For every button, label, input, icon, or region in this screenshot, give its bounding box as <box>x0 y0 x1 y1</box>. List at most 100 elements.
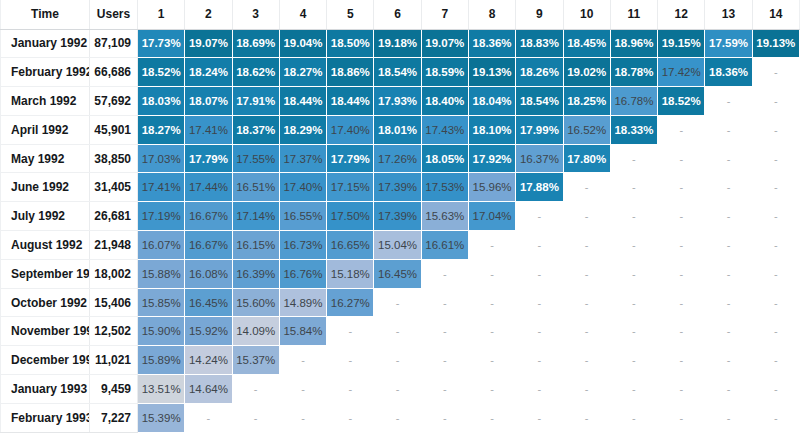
retention-cell[interactable]: 19.18% <box>374 29 421 58</box>
retention-cell[interactable]: 16.37% <box>516 144 563 173</box>
retention-cell[interactable]: 18.24% <box>185 58 232 87</box>
retention-cell[interactable]: 14.89% <box>279 288 326 317</box>
retention-cell[interactable]: 19.02% <box>563 58 610 87</box>
retention-cell[interactable]: 17.91% <box>232 87 279 116</box>
retention-cell[interactable]: 17.80% <box>563 144 610 173</box>
retention-cell[interactable]: 17.41% <box>138 173 185 202</box>
retention-cell[interactable]: 18.27% <box>279 58 326 87</box>
retention-cell[interactable]: 16.76% <box>279 259 326 288</box>
retention-cell[interactable]: 18.01% <box>374 115 421 144</box>
retention-cell[interactable]: 15.18% <box>327 259 374 288</box>
retention-cell[interactable]: 15.88% <box>138 259 185 288</box>
retention-cell[interactable]: 18.54% <box>374 58 421 87</box>
retention-cell[interactable]: 18.50% <box>327 29 374 58</box>
retention-cell[interactable]: 17.41% <box>185 115 232 144</box>
retention-cell[interactable]: 14.64% <box>185 375 232 404</box>
retention-cell[interactable]: 15.92% <box>185 317 232 346</box>
retention-cell[interactable]: 15.39% <box>138 403 185 432</box>
retention-cell[interactable]: 16.07% <box>138 231 185 260</box>
retention-cell[interactable]: 18.33% <box>610 115 657 144</box>
retention-cell[interactable]: 18.07% <box>185 87 232 116</box>
retention-cell[interactable]: 17.26% <box>374 144 421 173</box>
retention-cell[interactable]: 18.44% <box>327 87 374 116</box>
retention-cell[interactable]: 19.04% <box>279 29 326 58</box>
retention-cell[interactable]: 17.53% <box>421 173 468 202</box>
retention-cell[interactable]: 17.93% <box>374 87 421 116</box>
retention-cell[interactable]: 17.99% <box>516 115 563 144</box>
retention-cell[interactable]: 18.03% <box>138 87 185 116</box>
retention-cell[interactable]: 17.04% <box>468 202 515 231</box>
retention-cell[interactable]: 15.04% <box>374 231 421 260</box>
retention-cell[interactable]: 16.45% <box>374 259 421 288</box>
retention-cell[interactable]: 17.40% <box>327 115 374 144</box>
retention-cell[interactable]: 16.15% <box>232 231 279 260</box>
retention-cell[interactable]: 15.89% <box>138 346 185 375</box>
retention-cell[interactable]: 18.59% <box>421 58 468 87</box>
retention-cell[interactable]: 18.44% <box>279 87 326 116</box>
retention-cell[interactable]: 13.51% <box>138 375 185 404</box>
retention-cell[interactable]: 17.55% <box>232 144 279 173</box>
retention-cell[interactable]: 18.36% <box>468 29 515 58</box>
retention-cell[interactable]: 19.13% <box>752 29 799 58</box>
retention-cell[interactable]: 18.25% <box>563 87 610 116</box>
retention-cell[interactable]: 18.05% <box>421 144 468 173</box>
retention-cell[interactable]: 16.55% <box>279 202 326 231</box>
retention-cell[interactable]: 19.13% <box>468 58 515 87</box>
retention-cell[interactable]: 18.36% <box>705 58 752 87</box>
retention-cell[interactable]: 15.63% <box>421 202 468 231</box>
retention-cell[interactable]: 18.04% <box>468 87 515 116</box>
retention-cell[interactable]: 18.54% <box>516 87 563 116</box>
retention-cell[interactable]: 15.37% <box>232 346 279 375</box>
retention-cell[interactable]: 17.15% <box>327 173 374 202</box>
retention-cell[interactable]: 18.37% <box>232 115 279 144</box>
retention-cell[interactable]: 18.29% <box>279 115 326 144</box>
retention-cell[interactable]: 18.40% <box>421 87 468 116</box>
retention-cell[interactable]: 18.83% <box>516 29 563 58</box>
retention-cell[interactable]: 17.44% <box>185 173 232 202</box>
retention-cell[interactable]: 17.42% <box>658 58 705 87</box>
retention-cell[interactable]: 14.24% <box>185 346 232 375</box>
retention-cell[interactable]: 18.45% <box>563 29 610 58</box>
retention-cell[interactable]: 15.60% <box>232 288 279 317</box>
retention-cell[interactable]: 16.67% <box>185 231 232 260</box>
retention-cell[interactable]: 17.39% <box>374 173 421 202</box>
retention-cell[interactable]: 18.78% <box>610 58 657 87</box>
retention-cell[interactable]: 18.52% <box>138 58 185 87</box>
retention-cell[interactable]: 16.45% <box>185 288 232 317</box>
retention-cell[interactable]: 17.73% <box>138 29 185 58</box>
retention-cell[interactable]: 17.03% <box>138 144 185 173</box>
retention-cell[interactable]: 15.90% <box>138 317 185 346</box>
retention-cell[interactable]: 18.27% <box>138 115 185 144</box>
retention-cell[interactable]: 18.10% <box>468 115 515 144</box>
retention-cell[interactable]: 17.50% <box>327 202 374 231</box>
retention-cell[interactable]: 17.79% <box>327 144 374 173</box>
retention-cell[interactable]: 16.78% <box>610 87 657 116</box>
retention-cell[interactable]: 17.59% <box>705 29 752 58</box>
retention-cell[interactable]: 14.09% <box>232 317 279 346</box>
retention-cell[interactable]: 16.39% <box>232 259 279 288</box>
retention-cell[interactable]: 16.52% <box>563 115 610 144</box>
retention-cell[interactable]: 16.61% <box>421 231 468 260</box>
retention-cell[interactable]: 19.15% <box>658 29 705 58</box>
retention-cell[interactable]: 18.96% <box>610 29 657 58</box>
retention-cell[interactable]: 19.07% <box>185 29 232 58</box>
retention-cell[interactable]: 18.86% <box>327 58 374 87</box>
retention-cell[interactable]: 17.88% <box>516 173 563 202</box>
retention-cell[interactable]: 16.27% <box>327 288 374 317</box>
retention-cell[interactable]: 17.19% <box>138 202 185 231</box>
retention-cell[interactable]: 17.39% <box>374 202 421 231</box>
retention-cell[interactable]: 16.65% <box>327 231 374 260</box>
retention-cell[interactable]: 17.92% <box>468 144 515 173</box>
retention-cell[interactable]: 18.69% <box>232 29 279 58</box>
retention-cell[interactable]: 16.73% <box>279 231 326 260</box>
retention-cell[interactable]: 16.51% <box>232 173 279 202</box>
retention-cell[interactable]: 16.08% <box>185 259 232 288</box>
retention-cell[interactable]: 19.07% <box>421 29 468 58</box>
retention-cell[interactable]: 17.40% <box>279 173 326 202</box>
retention-cell[interactable]: 17.79% <box>185 144 232 173</box>
retention-cell[interactable]: 17.37% <box>279 144 326 173</box>
retention-cell[interactable]: 15.84% <box>279 317 326 346</box>
retention-cell[interactable]: 16.67% <box>185 202 232 231</box>
retention-cell[interactable]: 18.62% <box>232 58 279 87</box>
retention-cell[interactable]: 15.96% <box>468 173 515 202</box>
